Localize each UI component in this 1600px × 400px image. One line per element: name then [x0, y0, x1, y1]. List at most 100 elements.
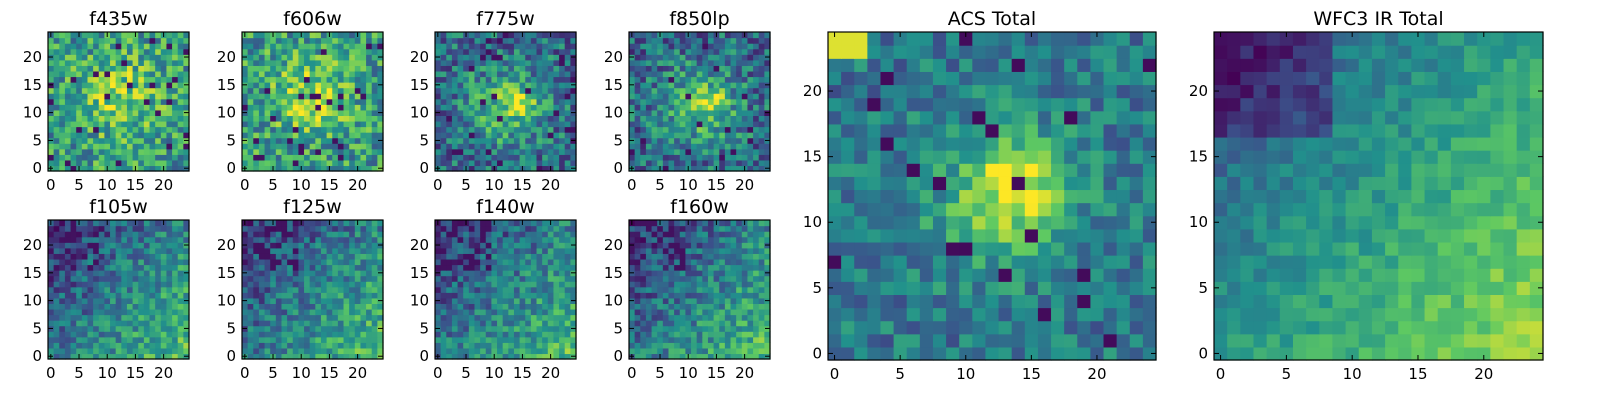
heatmap-cell — [275, 59, 283, 66]
heatmap-cell — [59, 70, 66, 78]
heatmap-cell — [309, 126, 316, 133]
heatmap-cell — [166, 132, 173, 139]
heatmap-cell — [315, 270, 322, 277]
heatmap-cell — [292, 281, 299, 288]
heatmap-cell — [707, 76, 715, 83]
heatmap-cell — [679, 292, 686, 299]
heatmap-cell — [183, 32, 190, 39]
heatmap-cell — [559, 109, 566, 116]
heatmap-cell — [707, 143, 715, 150]
heatmap-cell — [497, 264, 504, 271]
heatmap-cell — [366, 98, 373, 105]
heatmap-cell — [730, 314, 737, 321]
heatmap-cell — [166, 120, 173, 128]
heatmap-cell — [536, 236, 543, 243]
heatmap-cell — [149, 137, 156, 144]
heatmap-cell — [719, 93, 726, 100]
heatmap-cell — [287, 297, 294, 304]
heatmap-cell — [542, 231, 549, 238]
heatmap-cell — [736, 87, 743, 94]
heatmap-cell — [485, 65, 492, 72]
heatmap-cell — [485, 48, 492, 55]
heatmap-cell — [258, 253, 266, 260]
heatmap-cell — [753, 275, 760, 282]
heatmap-cell — [110, 93, 117, 100]
heatmap-cell — [343, 275, 350, 282]
heatmap-cell — [657, 132, 664, 139]
heatmap-cell — [440, 303, 447, 310]
heatmap-cell — [242, 247, 249, 254]
heatmap-cell — [480, 253, 487, 260]
x-tick-label: 20 — [735, 176, 754, 194]
heatmap-cell — [270, 286, 277, 293]
heatmap-cell — [474, 270, 481, 277]
heatmap-cell — [570, 347, 577, 355]
heatmap-cell — [98, 286, 105, 293]
heatmap-cell — [719, 325, 726, 332]
heatmap-cell — [366, 270, 373, 277]
heatmap-cell — [485, 270, 492, 277]
heatmap-cell — [166, 59, 173, 66]
heatmap-cell — [502, 132, 509, 139]
heatmap-cell — [70, 308, 77, 316]
heatmap-cell — [287, 165, 294, 172]
heatmap-cell — [513, 236, 521, 243]
heatmap-cell — [247, 104, 254, 111]
heatmap-cell — [657, 325, 664, 332]
heatmap-cell — [435, 143, 442, 150]
heatmap-cell — [160, 115, 168, 122]
y-tick-label: 0 — [419, 347, 429, 365]
heatmap-cell — [758, 165, 765, 172]
heatmap-cell — [247, 37, 254, 44]
heatmap-cell — [685, 342, 692, 349]
heatmap-cell — [292, 253, 299, 260]
heatmap-cell — [132, 286, 139, 293]
heatmap-cell — [275, 331, 283, 338]
heatmap-cell — [183, 264, 190, 271]
heatmap-cell — [366, 143, 373, 150]
heatmap-cell — [570, 76, 577, 83]
heatmap-cell — [713, 54, 720, 61]
heatmap-cell — [138, 264, 145, 271]
heatmap-cell — [547, 258, 555, 266]
heatmap-cell — [76, 247, 83, 254]
heatmap-cell — [70, 165, 77, 172]
heatmap-cell — [570, 104, 577, 111]
heatmap-cell — [270, 109, 277, 116]
heatmap-cell — [629, 281, 636, 288]
heatmap-cell — [264, 253, 271, 260]
heatmap-cell — [281, 314, 288, 321]
heatmap-cell — [662, 165, 670, 172]
heatmap-cell — [115, 247, 122, 254]
heatmap-cell — [491, 93, 498, 100]
heatmap-cell — [332, 353, 339, 360]
heatmap-cell — [292, 353, 299, 360]
heatmap-cell — [242, 281, 249, 288]
heatmap-cell — [115, 132, 122, 139]
heatmap-cell — [530, 48, 538, 55]
heatmap-cell — [371, 297, 378, 304]
heatmap-cell — [525, 247, 532, 254]
heatmap-cell — [115, 48, 122, 55]
heatmap-cell — [696, 297, 703, 304]
heatmap-cell — [502, 264, 509, 271]
heatmap-cell — [440, 159, 447, 167]
heatmap-cell — [629, 336, 636, 343]
heatmap-cell — [736, 281, 743, 288]
heatmap-cell — [59, 342, 66, 349]
heatmap-cell — [513, 320, 521, 327]
heatmap-cell — [258, 325, 266, 332]
heatmap-cell — [98, 165, 105, 172]
heatmap-cell — [457, 314, 464, 321]
heatmap-cell — [104, 154, 111, 161]
heatmap-cell — [337, 253, 345, 260]
heatmap-cell — [371, 275, 378, 282]
heatmap-cell — [115, 93, 122, 100]
heatmap-cell — [76, 54, 83, 61]
heatmap-cell — [258, 342, 266, 349]
heatmap-cell — [53, 225, 60, 232]
heatmap-cell — [679, 336, 686, 343]
heatmap-cell — [747, 76, 754, 83]
heatmap-cell — [629, 104, 636, 111]
heatmap-cell — [629, 98, 636, 105]
